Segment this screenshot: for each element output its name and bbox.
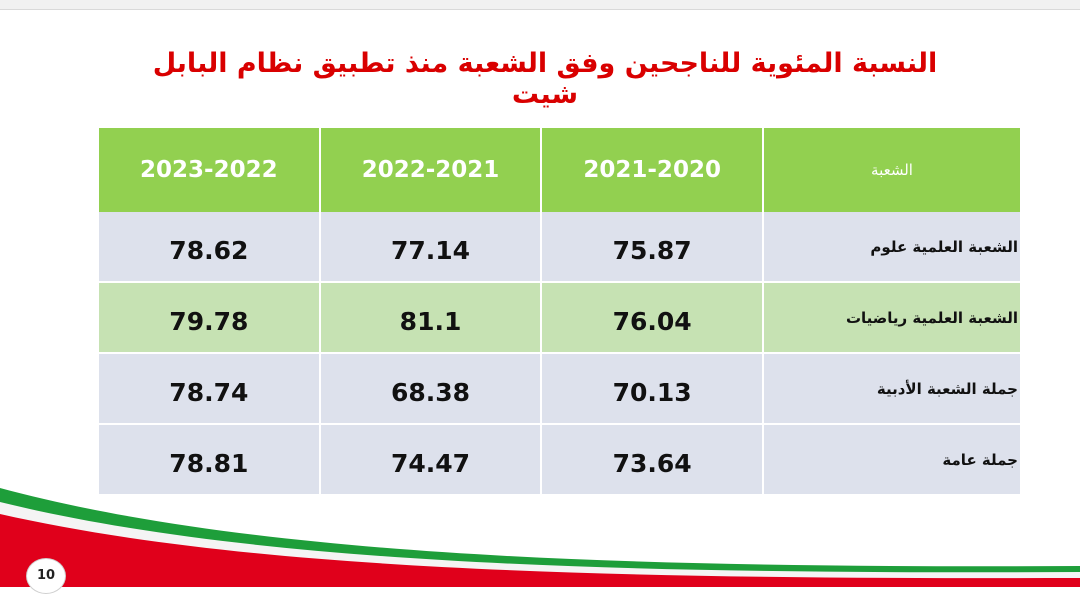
results-table: الشعبة 2021-2020 2022-2021 2023-2022 الش… [97,128,1022,496]
row-label: الشعبة العلمية علوم [762,212,1022,283]
table-cell: 75.87 [540,212,764,283]
row-label: جملة عامة [762,424,1022,496]
table-cell: 70.13 [540,353,764,425]
table-cell: 78.81 [97,424,321,496]
row-label: الشعبة العلمية رياضيات [762,282,1022,354]
header-year-2022-2023: 2023-2022 [97,128,321,212]
table-cell: 74.47 [318,424,543,496]
top-border-strip [0,0,1080,10]
table-cell: 78.62 [97,212,321,283]
header-year-2021-2022: 2022-2021 [318,128,543,212]
table-cell: 79.78 [97,282,321,354]
slide-title: النسبة المئوية للناجحين وفق الشعبة منذ ت… [152,48,938,110]
table-cell: 81.1 [318,282,543,354]
row-label: جملة الشعبة الأدبية [762,353,1022,425]
swoosh-red-band [0,514,1080,587]
table-header-row: الشعبة 2021-2020 2022-2021 2023-2022 [97,128,1022,212]
table-cell: 68.38 [318,353,543,425]
table-row: الشعبة العلمية علوم 75.87 77.14 78.62 [97,212,1022,283]
table-row: جملة الشعبة الأدبية 70.13 68.38 78.74 [97,353,1022,425]
table-cell: 76.04 [540,282,764,354]
decorative-swoosh [0,488,1080,587]
table-row: جملة عامة 73.64 74.47 78.81 [97,424,1022,496]
table-cell: 78.74 [97,353,321,425]
table-cell: 77.14 [318,212,543,283]
page-number: 10 [26,558,66,594]
table-cell: 73.64 [540,424,764,496]
header-year-2020-2021: 2021-2020 [540,128,764,212]
header-branch: الشعبة [762,128,1022,212]
table-row: الشعبة العلمية رياضيات 76.04 81.1 79.78 [97,282,1022,354]
